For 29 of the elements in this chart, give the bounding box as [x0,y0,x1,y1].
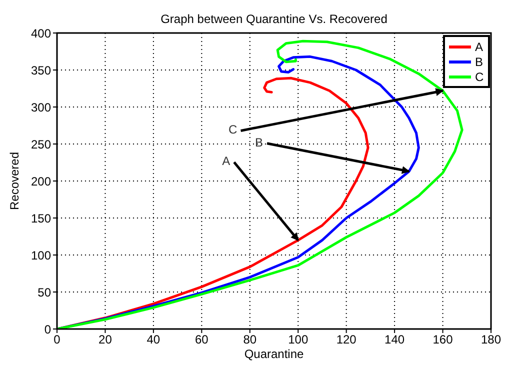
y-tick-label: 300 [30,100,52,114]
x-tick-label: 160 [432,332,454,347]
x-tick-label: 0 [54,332,61,347]
y-axis-title: Recovered [7,152,22,210]
x-tick-label: 140 [384,332,405,347]
y-tick-label: 200 [30,174,52,188]
legend-label: A [475,40,484,54]
y-tick-label: 0 [44,322,52,336]
x-tick-label: 100 [288,332,308,347]
x-tick-label: 40 [146,332,160,347]
x-tick-label: 180 [480,332,502,347]
annotation: A [222,154,230,168]
y-tick-label: 250 [30,137,52,152]
x-axis-title: Quarantine [244,347,304,361]
x-tick-label: 80 [243,332,257,347]
legend-label: B [475,54,484,68]
line-series [57,40,464,329]
x-tick-label: 20 [98,332,112,347]
chart-title: Graph between Quarantine Vs. Recovered [160,12,388,26]
legend-label: C [475,70,484,84]
x-tick-label: 60 [194,332,209,347]
x-tick-label: 120 [336,332,357,347]
y-tick-label: 350 [30,63,52,78]
annotation: B [255,135,264,150]
y-tick-label: 150 [30,211,52,226]
y-tick-label: 400 [30,26,52,40]
annotation: C [228,122,238,137]
y-tick-label: 50 [38,285,52,300]
y-tick-label: 100 [30,248,52,262]
